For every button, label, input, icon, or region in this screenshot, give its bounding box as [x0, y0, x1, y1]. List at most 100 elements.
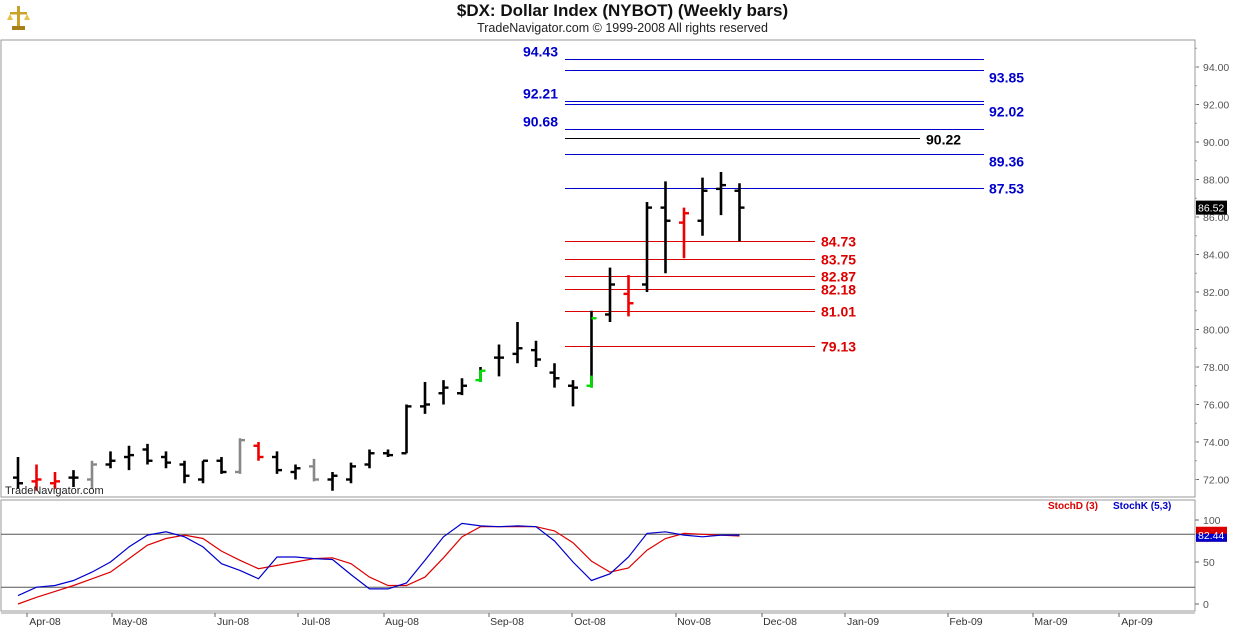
stoch-tick-label: 50: [1203, 557, 1215, 569]
level-label-87.53: 87.53: [989, 181, 1024, 197]
ohlc-bar: [383, 449, 393, 457]
ohlc-bar: [475, 367, 486, 382]
level-label-90.68: 90.68: [523, 114, 558, 130]
price-tick-label: 90.00: [1203, 137, 1229, 149]
price-tick-label: 74.00: [1203, 437, 1229, 449]
date-label-Jun-08: Jun-08: [217, 616, 249, 628]
date-label-Oct-08: Oct-08: [574, 616, 606, 628]
ohlc-bar: [549, 363, 560, 388]
ohlc-bar: [586, 310, 597, 388]
ohlc-bar: [105, 451, 116, 469]
date-label-Apr-08: Apr-08: [29, 616, 61, 628]
ohlc-bar: [531, 340, 541, 367]
level-label-94.43: 94.43: [523, 44, 558, 60]
ohlc-bar: [87, 460, 97, 489]
ohlc-bar: [253, 442, 264, 461]
price-tick-label: 94.00: [1203, 62, 1229, 74]
ohlc-bar: [716, 172, 726, 216]
price-tick-label: 86.00: [1203, 212, 1229, 224]
ohlc-bar: [198, 459, 208, 484]
price-tick-label: 84.00: [1203, 250, 1229, 262]
ohlc-bar: [642, 202, 652, 292]
ohlc-bar: [124, 445, 134, 471]
last-price-label: 86.52: [1198, 203, 1224, 215]
ohlc-bar: [605, 267, 615, 322]
ohlc-bar: [50, 472, 60, 489]
price-panel-border: [0, 39, 1196, 498]
level-label-92.21: 92.21: [523, 86, 558, 102]
chart-frame: [0, 39, 1196, 614]
chart-header: $DX: Dollar Index (NYBOT) (Weekly bars) …: [0, 0, 1245, 38]
level-label-83.75: 83.75: [821, 252, 856, 268]
level-label-82.18: 82.18: [821, 282, 856, 298]
ohlc-bar: [142, 443, 153, 465]
ohlc-bar: [161, 451, 171, 469]
level-label-92.02: 92.02: [989, 104, 1024, 120]
price-tick-label: 78.00: [1203, 362, 1229, 374]
watermark: TradeNavigator.com: [5, 485, 104, 497]
price-tick-label: 92.00: [1203, 100, 1229, 112]
stoch-last-value: 82.44: [1198, 530, 1224, 542]
level-label-79.13: 79.13: [821, 339, 856, 355]
date-label-Sep-08: Sep-08: [490, 616, 524, 628]
date-label-Aug-08: Aug-08: [385, 616, 419, 628]
ohlc-bar: [697, 177, 708, 236]
legend-stochD: StochD (3): [1048, 501, 1098, 512]
stochK-line: [17, 522, 740, 597]
date-axis: Apr-08 May-08 Jun-08 Jul-08 Aug-08 Sep-08 Oct-…: [26, 613, 1153, 628]
date-label-May-08: May-08: [112, 616, 147, 628]
ohlc-bar: [512, 322, 523, 364]
date-label-Apr-09: Apr-09: [1121, 616, 1153, 628]
stoch-last-badge-k: [1196, 533, 1227, 542]
stochastic-panel: 100 50 0 82.44 StochD (3) StochK (5,3): [1, 501, 1227, 611]
ohlc-bar: [364, 449, 375, 469]
level-label-89.36: 89.36: [989, 154, 1024, 170]
ohlc-bar: [235, 438, 245, 474]
chart-title: $DX: Dollar Index (NYBOT) (Weekly bars): [456, 1, 789, 20]
ohlc-bar: [457, 378, 467, 396]
legend-stochK: StochK (5,3): [1113, 501, 1171, 512]
ohlc-bar: [290, 464, 301, 480]
ohlc-bar: [734, 183, 745, 242]
level-label-82.87: 82.87: [821, 269, 856, 285]
last-price-badge: [1196, 200, 1227, 215]
price-tick-label: 88.00: [1203, 175, 1229, 187]
ohlc-bar: [494, 344, 504, 377]
ohlc-bar: [272, 451, 282, 474]
date-label-Jan-09: Jan-09: [847, 616, 879, 628]
level-label-90.22: 90.22: [926, 132, 961, 148]
level-label-84.73: 84.73: [821, 234, 856, 250]
fibonacci-levels: 94.43 93.85 92.21 92.02 90.68 90.22 89.36 87.53…: [523, 44, 1024, 355]
ohlc-bar: [31, 464, 42, 491]
ohlc-bar: [346, 462, 356, 484]
date-label-Dec-08: Dec-08: [763, 616, 797, 628]
stoch-panel-border: [0, 499, 1196, 612]
date-label-Mar-09: Mar-09: [1034, 616, 1067, 628]
date-label-Nov-08: Nov-08: [677, 616, 711, 628]
ohlc-bar: [401, 404, 412, 455]
stochD-line: [17, 526, 740, 605]
price-bars: [13, 172, 745, 491]
trade-navigator-logo-icon: [7, 6, 30, 30]
ohlc-bar: [309, 458, 319, 482]
price-tick-label: 76.00: [1203, 400, 1229, 412]
level-label-93.85: 93.85: [989, 70, 1024, 86]
price-tick-label: 72.00: [1203, 475, 1229, 487]
ohlc-bar: [68, 470, 79, 487]
ohlc-bar: [679, 207, 689, 259]
ohlc-bar: [216, 457, 227, 474]
ohlc-bar: [568, 380, 578, 407]
date-label-Feb-09: Feb-09: [949, 616, 982, 628]
stoch-tick-label: 100: [1203, 515, 1221, 527]
level-label-81.01: 81.01: [821, 304, 856, 320]
stoch-tick-label: 0: [1203, 599, 1209, 611]
price-tick-label: 82.00: [1203, 287, 1229, 299]
ohlc-bar: [420, 382, 430, 414]
ohlc-bar: [623, 275, 634, 317]
date-label-Jul-08: Jul-08: [302, 616, 331, 628]
price-axis: 94.00 92.00 90.00 88.00 86.00 84.00 82.00 80.00…: [1195, 47, 1229, 487]
ohlc-bar: [660, 181, 671, 274]
ohlc-bar: [13, 457, 23, 489]
ohlc-bar: [179, 460, 190, 484]
